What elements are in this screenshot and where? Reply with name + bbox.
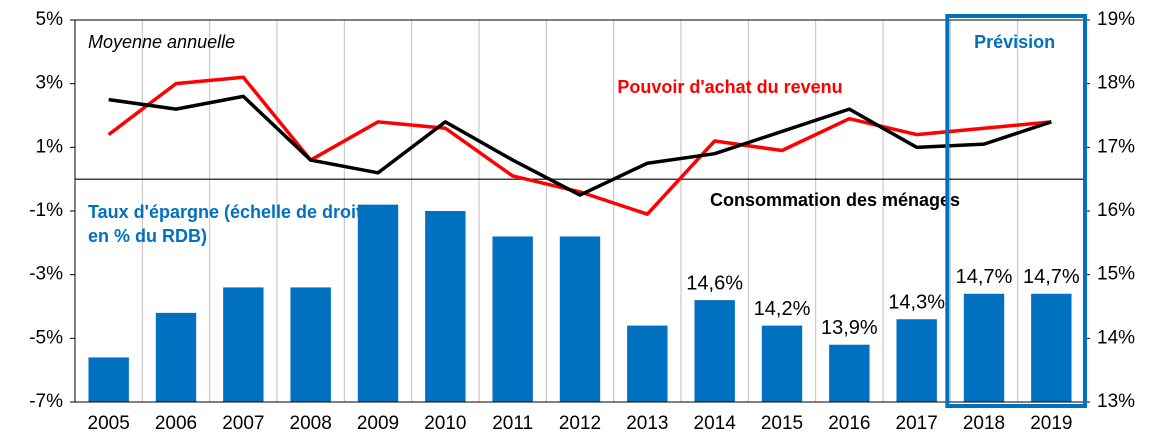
bar bbox=[492, 236, 533, 402]
x-tick-label: 2008 bbox=[290, 413, 332, 434]
x-tick-label: 2018 bbox=[963, 413, 1005, 434]
annotation: Moyenne annuelle bbox=[88, 32, 235, 52]
bar-series-label: Taux d'épargne (échelle de droite, en % … bbox=[88, 202, 378, 246]
x-tick-label: 2009 bbox=[357, 413, 399, 434]
bar bbox=[1031, 293, 1072, 402]
forecast-box bbox=[945, 14, 1087, 408]
x-tick-label: 2016 bbox=[828, 413, 870, 434]
bar bbox=[155, 312, 197, 402]
y2-tick-label: 19% bbox=[1097, 9, 1135, 30]
line-series-label: Pouvoir d'achat du revenu bbox=[617, 77, 842, 97]
bar bbox=[425, 211, 466, 402]
x-tick-label: 2019 bbox=[1030, 413, 1072, 434]
bar bbox=[223, 287, 264, 402]
y-tick-label: 5% bbox=[36, 9, 64, 30]
value-label: 14,7% bbox=[956, 266, 1013, 288]
bar bbox=[88, 357, 129, 402]
bar bbox=[290, 287, 331, 402]
y2-tick-label: 13% bbox=[1097, 391, 1135, 412]
x-tick-label: 2017 bbox=[896, 413, 938, 434]
value-label: 14,7% bbox=[1023, 266, 1080, 288]
value-label: 14,6% bbox=[686, 272, 743, 294]
y-tick-label: 3% bbox=[36, 73, 64, 94]
y-tick-label: -1% bbox=[29, 200, 63, 221]
x-tick-label: 2013 bbox=[626, 413, 668, 434]
y2-tick-label: 14% bbox=[1097, 327, 1135, 348]
y-tick-label: -7% bbox=[29, 391, 63, 412]
bar bbox=[896, 319, 937, 402]
bar bbox=[559, 236, 601, 402]
x-tick-label: 2010 bbox=[424, 413, 466, 434]
y2-tick-label: 17% bbox=[1097, 136, 1135, 157]
value-label: 14,3% bbox=[888, 292, 945, 314]
y2-tick-label: 15% bbox=[1097, 264, 1135, 285]
bar bbox=[694, 300, 735, 402]
bar bbox=[829, 344, 870, 402]
line-series bbox=[107, 75, 1052, 216]
y-tick-label: -5% bbox=[29, 327, 63, 348]
value-label: 14,2% bbox=[754, 298, 811, 320]
annotation: Prévision bbox=[974, 32, 1055, 52]
x-tick-label: 2012 bbox=[559, 413, 601, 434]
line-series-label: Consommation des ménages bbox=[710, 190, 960, 210]
x-tick-label: 2007 bbox=[222, 413, 264, 434]
value-label: 13,9% bbox=[821, 317, 878, 339]
y2-tick-label: 18% bbox=[1097, 73, 1135, 94]
x-tick-label: 2011 bbox=[492, 413, 533, 434]
y-tick-label: 1% bbox=[36, 136, 64, 157]
x-tick-label: 2006 bbox=[155, 413, 197, 434]
bar bbox=[963, 293, 1005, 402]
y-tick-label: -3% bbox=[29, 264, 63, 285]
y2-tick-label: 16% bbox=[1097, 200, 1135, 221]
x-tick-label: 2005 bbox=[88, 413, 130, 434]
bar bbox=[761, 325, 803, 402]
x-tick-label: 2015 bbox=[761, 413, 803, 434]
x-tick-label: 2014 bbox=[694, 413, 737, 434]
line-series bbox=[108, 94, 1052, 197]
bar bbox=[357, 204, 399, 402]
bar bbox=[627, 325, 668, 402]
